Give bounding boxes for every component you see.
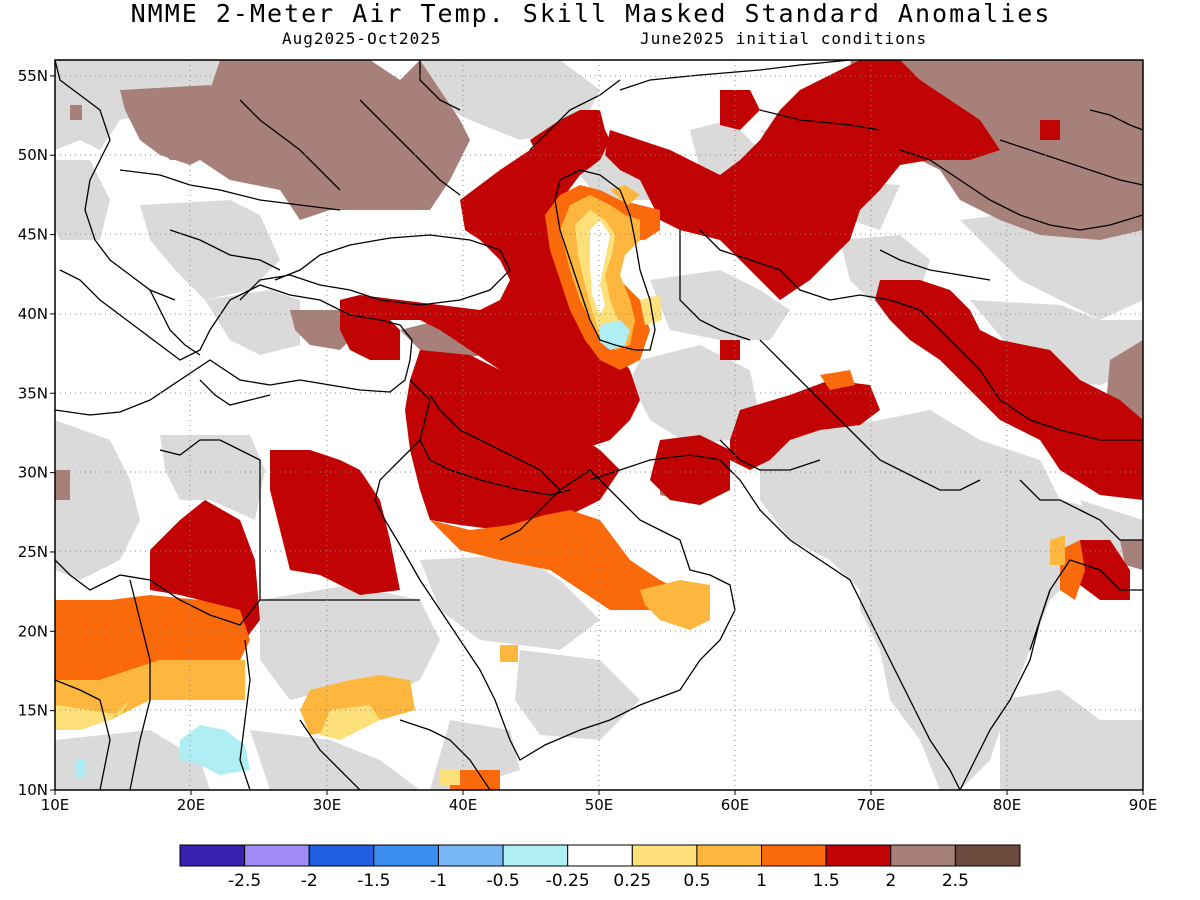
colorbar-label: -0.5 <box>486 871 519 891</box>
lat-tick-label: 45N <box>18 226 48 244</box>
initial-conditions: June2025 initial conditions <box>640 29 928 48</box>
longitude-ticks: 10E 20E 30E 40E 50E 60E 70E 80E 90E <box>41 790 1158 814</box>
colorbar-label: -2 <box>301 871 318 891</box>
lon-tick-label: 10E <box>41 796 70 814</box>
map-title: NMME 2-Meter Air Temp. Skill Masked Stan… <box>130 0 1052 28</box>
colorbar-label: 1.5 <box>813 871 840 891</box>
colorbar-label: -1.5 <box>357 871 390 891</box>
masked-regions <box>55 60 1143 790</box>
coastlines <box>55 60 1143 790</box>
colorbar-label: 0.5 <box>683 871 710 891</box>
lat-tick-label: 25N <box>18 543 48 561</box>
lat-tick-label: 55N <box>18 67 48 85</box>
lon-tick-label: 30E <box>313 796 342 814</box>
latitude-ticks: 10N 15N 20N 25N 30N 35N 40N 45N 50N 55N <box>18 67 55 799</box>
colorbar-swatch <box>308 844 375 867</box>
lat-tick-label: 40N <box>18 305 48 323</box>
colorbar-swatch <box>373 844 439 867</box>
anomaly-1.5-2 <box>150 60 1143 640</box>
lon-tick-label: 90E <box>1129 796 1158 814</box>
lon-tick-label: 50E <box>585 796 614 814</box>
lat-tick-label: 50N <box>18 146 48 164</box>
colorbar-swatch <box>825 844 892 867</box>
colorbar-swatch <box>890 844 956 867</box>
lon-tick-label: 70E <box>857 796 886 814</box>
lat-tick-label: 30N <box>18 464 48 482</box>
colorbar-swatch <box>179 844 246 867</box>
colorbar-swatch <box>696 844 763 867</box>
lon-tick-label: 60E <box>721 796 750 814</box>
colorbar-label: -2.5 <box>228 871 261 891</box>
lon-tick-label: 40E <box>449 796 478 814</box>
colorbar-label: 2 <box>885 871 896 891</box>
colorbar-label: -0.25 <box>546 871 590 891</box>
colorbar-swatch <box>567 844 633 867</box>
anomaly-neutral <box>590 220 610 315</box>
colorbar-swatch <box>244 844 310 867</box>
lat-tick-label: 20N <box>18 622 48 640</box>
colorbar-swatch <box>631 844 698 867</box>
colorbar-label: 2.5 <box>942 871 969 891</box>
colorbar-label: 1 <box>756 871 767 891</box>
colorbar: -2.5 -2 -1.5 -1 -0.5 -0.25 0.25 0.5 1 1.5 2 2.5 <box>179 844 1021 891</box>
colorbar-swatch <box>954 844 1021 867</box>
lat-tick-label: 15N <box>18 702 48 720</box>
colorbar-label: 0.25 <box>613 871 651 891</box>
colorbar-swatch <box>761 844 827 867</box>
lat-tick-label: 10N <box>18 781 48 799</box>
anomaly-neg-0.5-0.25 <box>75 320 630 778</box>
forecast-period: Aug2025-Oct2025 <box>282 29 442 48</box>
colorbar-label: -1 <box>430 871 447 891</box>
colorbar-swatch <box>437 844 504 867</box>
lat-tick-label: 35N <box>18 384 48 402</box>
colorbar-swatch <box>502 844 569 867</box>
lon-tick-label: 80E <box>993 796 1022 814</box>
lon-tick-label: 20E <box>177 796 206 814</box>
graticule <box>55 60 1143 790</box>
